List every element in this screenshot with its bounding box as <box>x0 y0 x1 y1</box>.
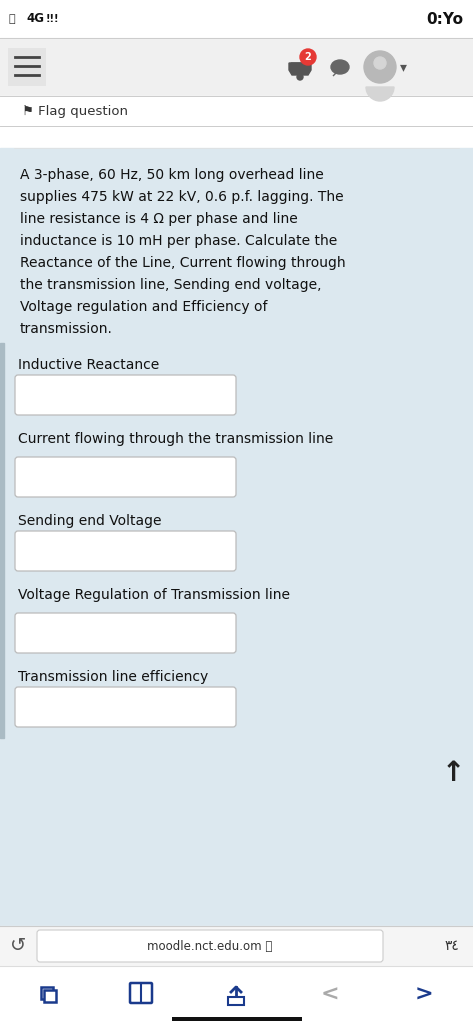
Text: 2: 2 <box>305 52 311 62</box>
Text: <: < <box>321 985 339 1005</box>
FancyBboxPatch shape <box>15 613 236 653</box>
Text: Voltage regulation and Efficiency of: Voltage regulation and Efficiency of <box>20 300 268 314</box>
FancyArrow shape <box>333 73 336 76</box>
Text: Current flowing through the transmission line: Current flowing through the transmission… <box>18 432 333 446</box>
Circle shape <box>297 74 303 80</box>
Text: ⎕: ⎕ <box>8 14 15 24</box>
Bar <box>0 96 473 126</box>
Polygon shape <box>289 63 311 75</box>
Bar <box>0 926 473 966</box>
Text: ⚑ Flag question: ⚑ Flag question <box>22 104 128 118</box>
Bar <box>0 38 473 96</box>
Text: inductance is 10 mH per phase. Calculate the: inductance is 10 mH per phase. Calculate… <box>20 234 337 248</box>
Text: transmission.: transmission. <box>20 322 113 336</box>
Text: !!!: !!! <box>46 14 60 24</box>
FancyBboxPatch shape <box>37 930 383 962</box>
Bar <box>172 1017 301 1021</box>
Text: A 3-phase, 60 Hz, 50 km long overhead line: A 3-phase, 60 Hz, 50 km long overhead li… <box>20 168 324 182</box>
Circle shape <box>364 51 396 83</box>
Circle shape <box>300 49 316 65</box>
Text: line resistance is 4 Ω per phase and line: line resistance is 4 Ω per phase and lin… <box>20 212 298 226</box>
Circle shape <box>374 57 386 69</box>
Text: Inductive Reactance: Inductive Reactance <box>18 358 159 372</box>
FancyBboxPatch shape <box>130 983 152 1002</box>
FancyBboxPatch shape <box>228 997 244 1005</box>
FancyBboxPatch shape <box>15 375 236 415</box>
Bar <box>8 48 46 86</box>
Text: 4G: 4G <box>26 12 44 26</box>
FancyBboxPatch shape <box>41 987 53 999</box>
FancyBboxPatch shape <box>15 687 236 727</box>
Text: the transmission line, Sending end voltage,: the transmission line, Sending end volta… <box>20 278 322 292</box>
Wedge shape <box>366 87 394 101</box>
Text: ٣٤: ٣٤ <box>444 939 459 953</box>
Bar <box>0 966 473 1024</box>
Bar <box>0 343 4 738</box>
Bar <box>0 0 473 38</box>
FancyBboxPatch shape <box>44 990 56 1002</box>
Text: supplies 475 kW at 22 kV, 0.6 p.f. lagging. The: supplies 475 kW at 22 kV, 0.6 p.f. laggi… <box>20 190 343 204</box>
Text: Sending end Voltage: Sending end Voltage <box>18 514 161 528</box>
Text: Transmission line efficiency: Transmission line efficiency <box>18 670 208 684</box>
Text: ↑: ↑ <box>441 759 464 787</box>
Ellipse shape <box>331 60 349 74</box>
Text: >: > <box>415 985 433 1005</box>
Text: 0:Yo: 0:Yo <box>426 11 463 27</box>
Text: Voltage Regulation of Transmission line: Voltage Regulation of Transmission line <box>18 588 290 602</box>
Text: ↺: ↺ <box>10 937 26 955</box>
Text: Reactance of the Line, Current flowing through: Reactance of the Line, Current flowing t… <box>20 256 346 270</box>
Bar <box>14 100 459 122</box>
FancyBboxPatch shape <box>15 531 236 571</box>
Polygon shape <box>291 63 309 72</box>
Bar <box>0 126 473 148</box>
Text: ▾: ▾ <box>400 60 406 74</box>
Bar <box>0 148 473 1024</box>
Text: moodle.nct.edu.om 🔒: moodle.nct.edu.om 🔒 <box>147 939 273 952</box>
FancyBboxPatch shape <box>15 457 236 497</box>
